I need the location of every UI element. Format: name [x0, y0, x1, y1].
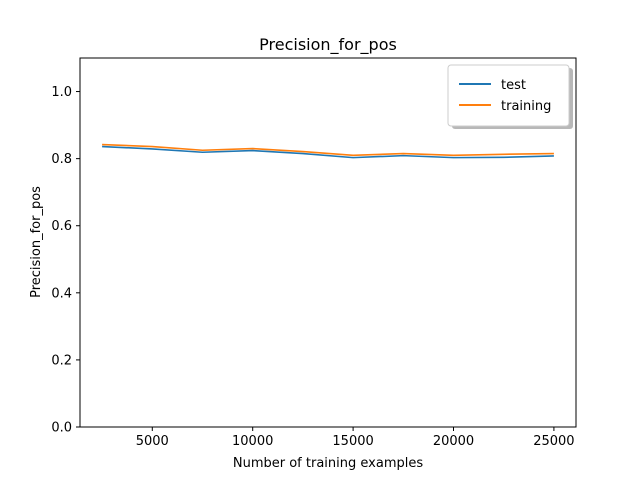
- x-axis-ticks: 5000 10000 15000 20000 25000: [136, 427, 575, 449]
- y-tick-label: 0.8: [51, 152, 72, 167]
- x-tick-label: 20000: [433, 434, 474, 449]
- x-tick-label: 15000: [332, 434, 373, 449]
- x-tick-label: 5000: [136, 434, 169, 449]
- y-tick-label: 0.4: [51, 286, 72, 301]
- y-axis-ticks: 0.0 0.2 0.4 0.6 0.8 1.0: [51, 85, 80, 436]
- y-tick-label: 0.2: [51, 353, 72, 368]
- series-line-training: [102, 143, 554, 157]
- legend-label-training: training: [501, 99, 551, 114]
- x-tick-label: 25000: [533, 434, 574, 449]
- series-layer: [102, 143, 554, 159]
- chart-title: Precision_for_pos: [259, 35, 397, 55]
- y-tick-label: 1.0: [51, 85, 72, 100]
- legend-box: [447, 64, 570, 127]
- y-axis-label: Precision_for_pos: [29, 186, 44, 298]
- series-line-test: [102, 145, 554, 159]
- plot-frame: [79, 57, 577, 428]
- x-axis-label: Number of training examples: [233, 456, 423, 471]
- plot-area: [79, 57, 577, 428]
- legend: test training: [447, 64, 573, 129]
- y-tick-label: 0.0: [51, 421, 72, 436]
- x-tick-label: 10000: [232, 434, 273, 449]
- legend-label-test: test: [501, 78, 526, 93]
- y-tick-label: 0.6: [51, 219, 72, 234]
